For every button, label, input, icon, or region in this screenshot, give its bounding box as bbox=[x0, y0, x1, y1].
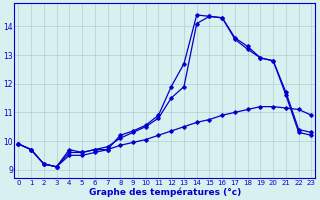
X-axis label: Graphe des températures (°c): Graphe des températures (°c) bbox=[89, 187, 241, 197]
